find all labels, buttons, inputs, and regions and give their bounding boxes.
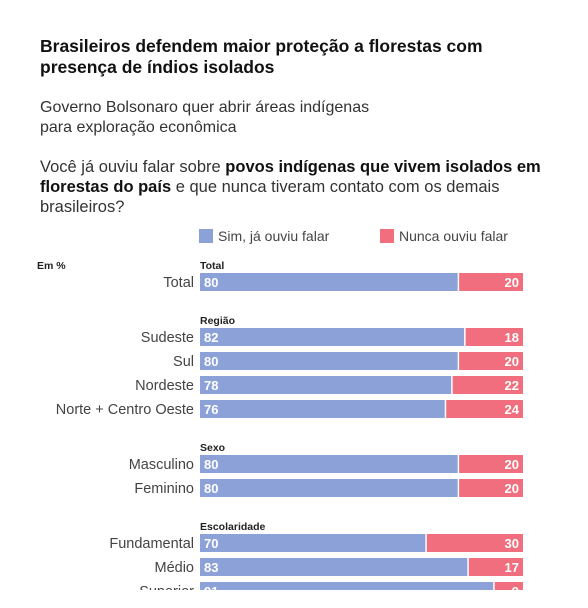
chart-legend: Sim, já ouviu falar Nunca ouviu falar <box>0 228 588 246</box>
legend-label-nunca: Nunca ouviu falar <box>399 228 508 244</box>
bar-sim <box>200 558 469 576</box>
category-label: Fundamental <box>109 536 194 552</box>
value-label-sim: 76 <box>204 402 218 417</box>
bar-nunca <box>458 352 523 370</box>
category-label: Feminino <box>134 481 194 497</box>
bar-sim <box>200 479 459 497</box>
bar-sim <box>200 328 465 346</box>
category-label: Norte + Centro Oeste <box>56 402 194 418</box>
value-label-nunca: 22 <box>505 378 519 393</box>
category-label: Superior <box>139 584 194 590</box>
value-label-nunca: 20 <box>505 481 519 496</box>
group-header: Total <box>200 260 224 272</box>
value-label-sim: 80 <box>204 354 218 369</box>
category-label: Sudeste <box>141 330 194 346</box>
value-label-sim: 80 <box>204 275 218 290</box>
group-header: Região <box>200 315 235 327</box>
stacked-bar-chart: Em % Total Total 80 20 Região Sudeste 82 18 Sul 80… <box>37 260 523 590</box>
bar-nunca <box>445 400 523 418</box>
value-label-nunca: 20 <box>505 457 519 472</box>
bar-nunca <box>458 479 523 497</box>
legend-swatch-nunca <box>380 229 394 243</box>
value-label-sim: 78 <box>204 378 218 393</box>
bar-sim <box>200 455 459 473</box>
value-label-sim: 83 <box>204 560 218 575</box>
question-text-start: Você já ouviu falar sobre <box>40 158 226 176</box>
bar-sim <box>200 352 459 370</box>
value-label-nunca: 20 <box>505 354 519 369</box>
bar-nunca <box>451 376 523 394</box>
category-label: Sul <box>173 354 194 370</box>
group-header: Sexo <box>200 442 225 454</box>
category-label: Total <box>163 275 194 291</box>
survey-question: Você já ouviu falar sobre povos indígena… <box>40 157 560 217</box>
chart-subtitle: Governo Bolsonaro quer abrir áreas indíg… <box>40 98 560 138</box>
question-text-end: e que nunca tiveram contato com os demai… <box>40 178 500 216</box>
value-label-nunca: 18 <box>505 330 519 345</box>
question-text-bold: povos indígenas que vivem isolados em fl… <box>40 158 541 196</box>
value-label-nunca: 9 <box>512 584 519 590</box>
legend-swatch-sim <box>199 229 213 243</box>
category-label: Médio <box>155 560 195 576</box>
bar-sim <box>200 376 452 394</box>
bar-sim <box>200 582 494 590</box>
bar-nunca <box>458 455 523 473</box>
subtitle-line-1: Governo Bolsonaro quer abrir áreas indíg… <box>40 99 370 116</box>
unit-label: Em % <box>37 260 66 272</box>
chart-title: Brasileiros defendem maior proteção a fl… <box>40 36 483 77</box>
value-label-sim: 91 <box>204 584 218 590</box>
value-label-sim: 80 <box>204 481 218 496</box>
group-header: Escolaridade <box>200 521 266 533</box>
subtitle-line-2: para exploração econômica <box>40 119 237 136</box>
category-label: Nordeste <box>135 378 194 394</box>
bar-nunca <box>493 582 523 590</box>
bar-nunca <box>426 534 523 552</box>
value-label-nunca: 30 <box>505 536 519 551</box>
category-label: Masculino <box>129 457 194 473</box>
bar-sim <box>200 400 446 418</box>
value-label-nunca: 24 <box>505 402 520 417</box>
legend-label-sim: Sim, já ouviu falar <box>218 228 330 244</box>
bar-nunca <box>458 273 523 291</box>
bar-sim <box>200 534 427 552</box>
bar-nunca <box>464 328 523 346</box>
bar-sim <box>200 273 459 291</box>
value-label-nunca: 17 <box>505 560 519 575</box>
value-label-sim: 82 <box>204 330 218 345</box>
bar-nunca <box>468 558 523 576</box>
value-label-sim: 80 <box>204 457 218 472</box>
value-label-sim: 70 <box>204 536 218 551</box>
value-label-nunca: 20 <box>505 275 519 290</box>
